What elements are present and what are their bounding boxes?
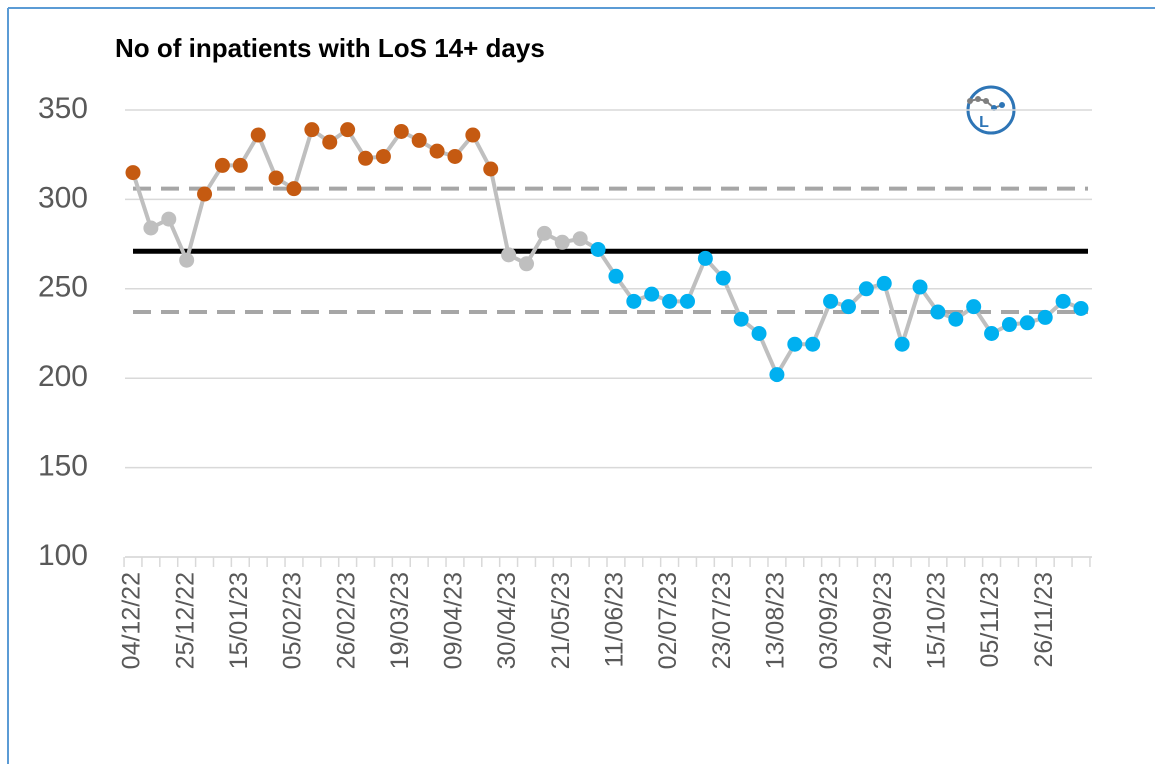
x-tick-label: 24/09/23: [869, 572, 897, 669]
x-tick-label: 11/06/23: [601, 572, 629, 667]
x-tick-label: 15/01/23: [225, 572, 253, 669]
data-point: [966, 299, 982, 315]
y-tick-label: 300: [38, 181, 88, 214]
data-point: [733, 311, 749, 327]
data-point: [572, 231, 588, 247]
data-point: [1019, 315, 1035, 331]
data-point: [393, 123, 409, 139]
x-tick-label: 26/11/23: [1030, 572, 1058, 667]
data-point: [179, 252, 195, 268]
svg-text:L: L: [979, 114, 989, 131]
data-point: [679, 293, 695, 309]
data-point: [429, 143, 445, 159]
x-tick-label: 13/08/23: [762, 572, 790, 669]
x-tick-label: 30/04/23: [493, 572, 521, 669]
y-tick-label: 200: [38, 360, 88, 393]
x-tick-label: 05/11/23: [976, 572, 1004, 667]
data-point: [501, 247, 517, 263]
data-point: [948, 311, 964, 327]
data-point: [250, 127, 266, 143]
data-point: [519, 256, 535, 272]
data-point: [483, 161, 499, 177]
data-point: [268, 170, 284, 186]
x-tick-label: 23/07/23: [708, 572, 736, 669]
data-point: [805, 336, 821, 352]
data-point: [715, 270, 731, 286]
data-point: [697, 250, 713, 266]
data-point: [1055, 293, 1071, 309]
data-point: [411, 132, 427, 148]
data-point: [197, 186, 213, 202]
data-point: [769, 367, 785, 383]
chart-title: No of inpatients with LoS 14+ days: [115, 33, 545, 63]
data-point: [143, 220, 159, 236]
data-point: [1001, 317, 1017, 333]
data-point: [1037, 309, 1053, 325]
data-point: [662, 293, 678, 309]
x-tick-label: 15/10/23: [923, 572, 951, 669]
y-tick-label: 100: [38, 539, 88, 572]
data-point: [590, 241, 606, 257]
x-tick-label: 04/12/22: [118, 572, 146, 669]
data-point: [375, 148, 391, 164]
data-point: [340, 122, 356, 138]
data-point: [626, 293, 642, 309]
data-point: [751, 326, 767, 341]
data-point: [894, 336, 910, 352]
data-point: [984, 326, 1000, 341]
data-point: [214, 157, 230, 173]
data-point: [1073, 300, 1089, 316]
x-tick-label: 25/12/22: [171, 572, 199, 669]
data-point: [876, 275, 892, 291]
data-point: [358, 150, 374, 166]
data-point: [787, 336, 803, 352]
x-tick-label: 26/02/23: [332, 572, 360, 669]
data-point: [286, 181, 302, 197]
x-tick-label: 03/09/23: [815, 572, 843, 669]
data-point: [554, 234, 570, 250]
data-point: [823, 293, 839, 309]
data-point: [322, 134, 338, 150]
data-point: [304, 122, 320, 138]
data-point: [465, 127, 481, 143]
x-tick-label: 02/07/23: [654, 572, 682, 669]
data-point: [912, 279, 928, 295]
data-point: [840, 299, 856, 315]
data-point: [930, 304, 946, 320]
y-tick-label: 250: [38, 271, 88, 304]
data-point: [644, 286, 660, 302]
x-tick-label: 19/03/23: [386, 572, 414, 669]
data-point: [161, 211, 177, 227]
data-point: [536, 225, 552, 241]
x-tick-label: 09/04/23: [440, 572, 468, 669]
y-tick-label: 350: [38, 92, 88, 125]
x-tick-label: 05/02/23: [279, 572, 307, 669]
data-point: [608, 268, 624, 284]
x-tick-label: 21/05/23: [547, 572, 575, 669]
data-point: [125, 165, 141, 181]
data-point: [447, 148, 463, 164]
data-point: [858, 281, 874, 297]
y-tick-label: 150: [38, 450, 88, 483]
data-point: [232, 157, 248, 173]
